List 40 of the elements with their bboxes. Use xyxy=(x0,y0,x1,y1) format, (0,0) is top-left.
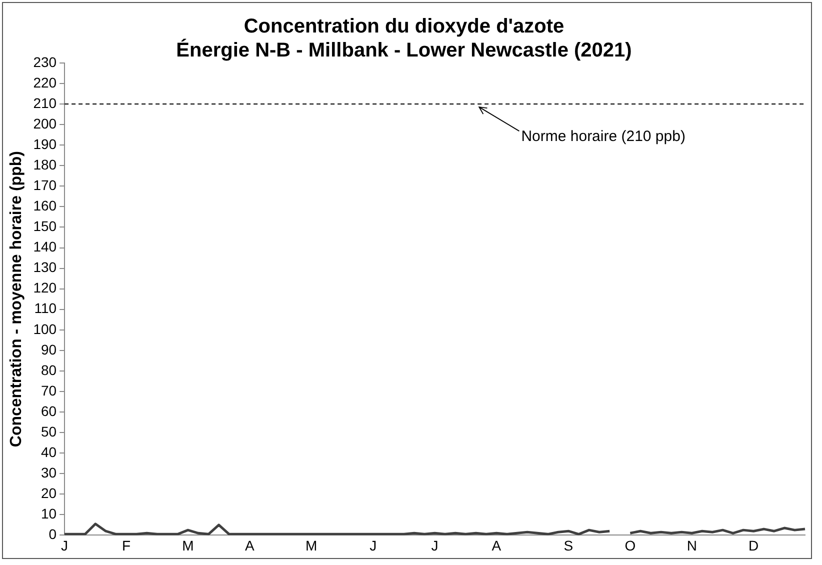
y-axis-title: Concentration - moyenne horaire (ppb) xyxy=(8,151,26,448)
y-tick-label: 30 xyxy=(40,464,57,480)
x-tick-label: J xyxy=(61,537,68,554)
x-tick-label: D xyxy=(748,537,759,554)
y-tick-label: 40 xyxy=(40,444,57,460)
y-tick-label: 160 xyxy=(33,198,57,214)
y-tick-label: 10 xyxy=(40,506,57,522)
y-tick-label: 90 xyxy=(40,341,57,358)
chart-title: Concentration du dioxyde d'azote xyxy=(244,16,564,38)
x-tick-label: A xyxy=(244,537,255,554)
x-tick-label: J xyxy=(370,537,377,554)
x-tick-label: M xyxy=(306,537,318,554)
y-tick-label: 20 xyxy=(40,485,57,501)
y-tick-label: 0 xyxy=(48,526,57,542)
y-tick-label: 180 xyxy=(33,156,57,173)
x-tick-label: N xyxy=(686,537,697,554)
y-tick-label: 150 xyxy=(33,218,57,234)
y-tick-label: 220 xyxy=(33,74,57,90)
y-tick-label: 60 xyxy=(40,402,57,419)
x-tick-label: S xyxy=(564,537,574,554)
ref-line-label: Norme horaire (210 ppb) xyxy=(521,128,686,146)
y-tick-label: 70 xyxy=(40,382,57,398)
y-tick-label: 130 xyxy=(33,259,57,276)
y-tick-label: 120 xyxy=(33,280,57,296)
x-tick-label: F xyxy=(122,537,131,554)
y-tick-label: 190 xyxy=(33,136,57,152)
y-tick-label: 80 xyxy=(40,362,57,378)
y-tick-label: 50 xyxy=(40,423,57,440)
x-tick-label: A xyxy=(492,537,502,554)
y-tick-label: 110 xyxy=(34,300,57,316)
y-tick-label: 200 xyxy=(33,115,57,132)
y-tick-label: 170 xyxy=(33,177,57,194)
y-tick-label: 230 xyxy=(33,54,57,70)
y-tick-label: 100 xyxy=(33,320,57,337)
y-tick-label: 140 xyxy=(33,238,57,255)
x-tick-label: O xyxy=(624,537,636,554)
y-tick-label: 210 xyxy=(33,94,57,111)
x-tick-label: M xyxy=(182,537,194,554)
chart-subtitle: Énergie N-B - Millbank - Lower Newcastle (2021) xyxy=(176,38,632,62)
x-tick-label: J xyxy=(431,537,438,554)
